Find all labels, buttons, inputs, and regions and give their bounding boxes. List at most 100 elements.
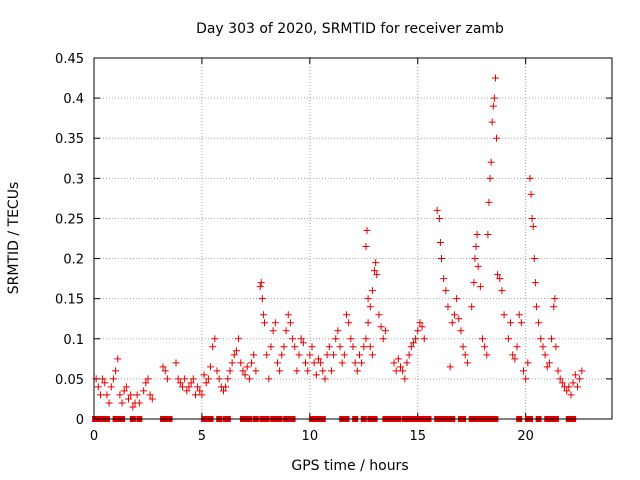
data-point xyxy=(299,339,307,347)
data-point xyxy=(176,379,184,387)
data-point xyxy=(372,259,380,267)
data-point xyxy=(347,335,355,343)
data-point xyxy=(120,387,128,395)
data-point xyxy=(224,375,232,383)
y-tick-label: 0 xyxy=(76,413,84,428)
data-point xyxy=(379,335,387,343)
data-point xyxy=(377,323,385,331)
data-point xyxy=(437,255,445,263)
data-point xyxy=(476,283,484,291)
data-point xyxy=(289,335,297,343)
data-point xyxy=(485,198,493,206)
y-tick-label: 0.05 xyxy=(55,373,84,388)
data-point xyxy=(228,359,236,367)
data-point xyxy=(323,351,331,359)
data-point xyxy=(551,295,559,303)
data-point xyxy=(146,391,154,399)
data-point xyxy=(457,327,465,335)
data-point xyxy=(351,359,359,367)
data-point xyxy=(399,367,407,375)
data-point xyxy=(468,303,476,311)
data-point xyxy=(263,351,271,359)
data-point xyxy=(265,375,273,383)
x-tick-label: 20 xyxy=(517,429,534,444)
data-point xyxy=(532,303,540,311)
x-tick-label: 15 xyxy=(409,429,426,444)
data-point xyxy=(522,375,530,383)
data-point xyxy=(343,311,351,319)
data-point xyxy=(368,351,376,359)
data-point xyxy=(371,267,379,275)
data-point xyxy=(529,222,537,230)
data-point xyxy=(133,391,141,399)
data-point xyxy=(545,359,553,367)
data-point xyxy=(189,375,197,383)
data-point xyxy=(500,311,508,319)
data-point xyxy=(101,379,109,387)
grid xyxy=(94,58,612,419)
data-point xyxy=(496,275,504,283)
data-point xyxy=(535,319,543,327)
data-point xyxy=(259,311,267,319)
data-point xyxy=(539,343,547,351)
data-point xyxy=(531,279,539,287)
data-point xyxy=(373,271,381,279)
data-point xyxy=(537,335,545,343)
data-point xyxy=(472,243,480,251)
data-point xyxy=(280,343,288,351)
data-point xyxy=(304,367,312,375)
data-point xyxy=(444,303,452,311)
data-point xyxy=(252,367,260,375)
data-point xyxy=(362,335,370,343)
data-point xyxy=(220,387,227,395)
data-point xyxy=(312,371,320,379)
data-point xyxy=(526,174,534,182)
data-point xyxy=(571,371,579,379)
data-point xyxy=(484,230,492,238)
data-point xyxy=(248,359,256,367)
data-point xyxy=(407,343,415,351)
data-point xyxy=(159,363,167,371)
data-point xyxy=(235,335,243,343)
data-point xyxy=(222,383,230,391)
data-point xyxy=(563,387,571,395)
data-point xyxy=(530,255,538,263)
data-point xyxy=(489,102,497,110)
data-point xyxy=(461,351,469,359)
data-point xyxy=(267,343,275,351)
data-point xyxy=(185,383,193,391)
data-point xyxy=(258,295,266,303)
data-point xyxy=(509,351,517,359)
data-point xyxy=(330,351,338,359)
data-point xyxy=(473,230,481,238)
data-point xyxy=(215,375,223,383)
data-point xyxy=(511,355,519,363)
y-tick-label: 0.25 xyxy=(55,212,84,227)
data-point xyxy=(118,399,126,407)
data-point xyxy=(355,351,363,359)
data-point xyxy=(302,359,310,367)
data-point xyxy=(338,359,346,367)
data-point xyxy=(196,387,204,395)
data-point xyxy=(327,367,335,375)
data-point xyxy=(420,335,428,343)
data-point xyxy=(129,403,137,411)
data-point xyxy=(178,383,186,391)
data-point xyxy=(161,367,169,375)
data-point xyxy=(450,311,458,319)
data-point xyxy=(541,351,549,359)
data-point xyxy=(293,367,301,375)
data-point xyxy=(96,391,104,399)
data-point xyxy=(569,379,577,387)
data-point xyxy=(213,367,221,375)
chart-title: Day 303 of 2020, SRMTID for receiver zam… xyxy=(196,21,504,37)
data-point xyxy=(366,343,374,351)
y-tick-label: 0.2 xyxy=(63,253,84,268)
data-point xyxy=(507,319,515,327)
axis-ticks: 0 5 10 15 20 0 0.05 0.1 0.15 0.2 0.25 0.3 0.35 0.4 0.4… xyxy=(55,52,612,444)
data-point xyxy=(174,375,182,383)
data-point xyxy=(127,391,135,399)
data-point xyxy=(116,391,124,399)
data-point xyxy=(286,319,294,327)
data-point xyxy=(494,271,502,279)
